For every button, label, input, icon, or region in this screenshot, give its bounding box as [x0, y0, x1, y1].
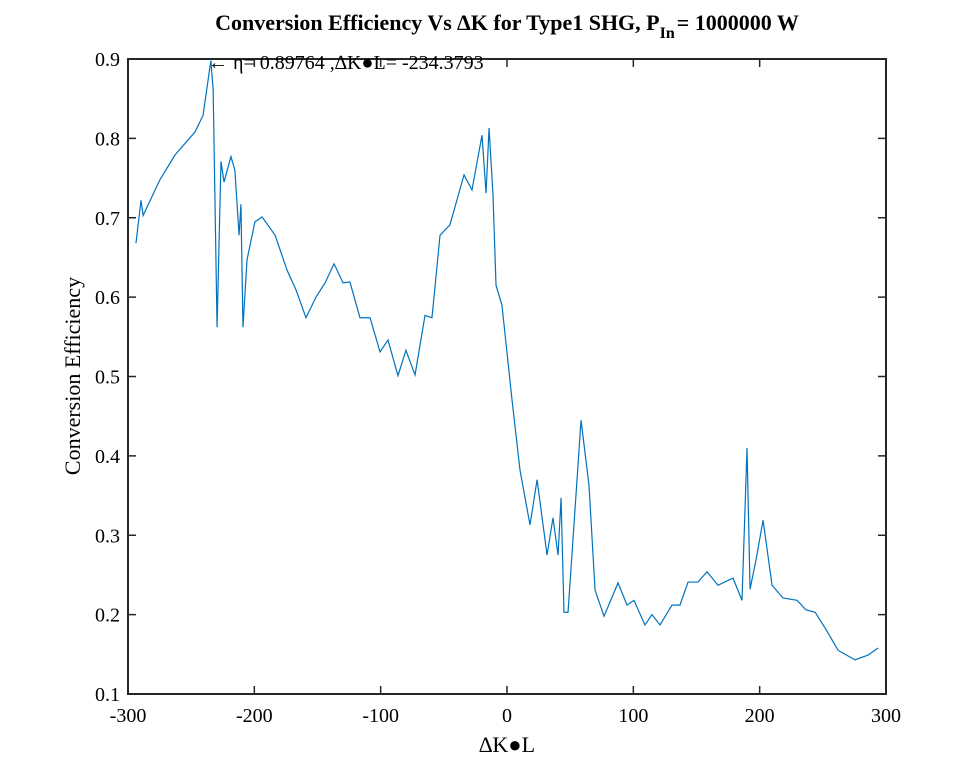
data-line	[135, 60, 879, 661]
y-tick-label: 0.5	[95, 367, 120, 389]
y-tick-label: 0.2	[95, 605, 120, 627]
x-tick-label: -200	[236, 705, 273, 727]
y-axis-label: Conversion Efficiency	[60, 277, 85, 475]
y-tick-label: 0.4	[95, 446, 120, 468]
y-tick-label: 0.8	[95, 128, 120, 150]
x-tick-label: -100	[362, 705, 399, 727]
x-tick-label: 0	[502, 705, 512, 727]
y-tick-label: 0.7	[95, 208, 120, 230]
title-subscript: In	[660, 25, 675, 42]
x-tick-label: 200	[745, 705, 775, 727]
title-suffix: = 1000000 W	[677, 10, 799, 35]
y-tick-label: 0.3	[95, 525, 120, 547]
x-axis-label: ∆K●L	[479, 732, 535, 757]
axes-box	[127, 58, 887, 695]
title-main: Conversion Efficiency Vs ∆K for Type1 SH…	[215, 10, 660, 35]
annotation: ← η= 0.89764 ,∆K●L= -234.3793	[208, 52, 484, 74]
y-tick-label: 0.1	[95, 684, 120, 706]
chart-title: Conversion Efficiency Vs ∆K for Type1 SH…	[215, 10, 799, 42]
y-tick-label: 0.9	[95, 49, 120, 71]
y-tick-label: 0.6	[95, 287, 120, 309]
x-tick-label: 300	[871, 705, 901, 727]
x-tick-label: -300	[110, 705, 147, 727]
x-tick-label: 100	[618, 705, 648, 727]
